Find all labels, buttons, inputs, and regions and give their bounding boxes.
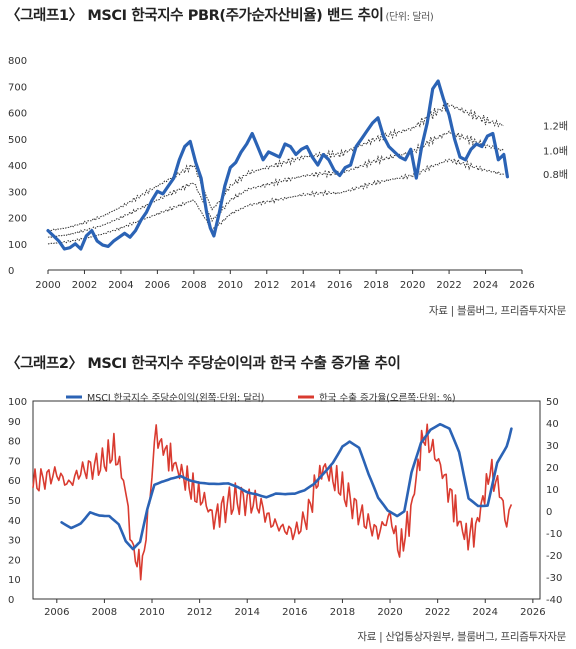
x-tick-label: 2024	[473, 607, 498, 618]
x-tick-label: 2022	[425, 607, 450, 618]
x-tick-label: 2008	[92, 607, 117, 618]
y-left-tick-label: 50	[8, 496, 21, 507]
export-growth-line	[32, 423, 513, 581]
y-right-tick-label: -30	[546, 573, 562, 584]
chart1-source: 자료 | 블룸버그, 프리즘투자자문	[428, 305, 566, 317]
y-right-tick-label: 50	[546, 397, 559, 408]
x-tick-label: 2018	[363, 280, 388, 291]
x-tick-label: 2004	[108, 280, 133, 291]
y-left-tick-label: 20	[8, 555, 21, 566]
x-tick-label: 2018	[330, 607, 355, 618]
y-right-tick-label: -10	[546, 529, 562, 540]
y-tick-label: 400	[8, 161, 27, 172]
y-right-tick-label: -20	[546, 551, 562, 562]
chart1-title: 〈그래프1〉 MSCI 한국지수 PBR(주가순자산비율) 밴드 추이 (단위: …	[6, 8, 434, 24]
y-left-tick-label: 10	[8, 575, 21, 586]
y-left-tick-label: 30	[8, 536, 21, 547]
pbr-band-chart: 0 100 200 300 400 500 600 700 800 2000 2002 2004 200…	[8, 56, 568, 291]
x-tick-label: 2014	[234, 607, 259, 618]
plot-frame	[32, 400, 541, 600]
y-right-tick-label: 0	[546, 507, 552, 518]
y-left-tick-label: 80	[8, 437, 21, 448]
chart1-unit: (단위: 달러)	[385, 12, 434, 23]
y-right-tick-label: 10	[546, 485, 559, 496]
x-tick-label: 2016	[327, 280, 352, 291]
x-tick-label: 2008	[181, 280, 206, 291]
y-right-tick-label: 40	[546, 419, 559, 430]
y-tick-label: 0	[8, 266, 14, 277]
y-tick-label: 200	[8, 214, 27, 225]
x-tick-label: 2012	[254, 280, 279, 291]
x-tick-label: 2026	[520, 607, 545, 618]
x-tick-label: 2026	[509, 280, 534, 291]
y-left-tick-label: 90	[8, 417, 21, 428]
band-label: 0.8배	[543, 169, 568, 181]
x-tick-label: 2002	[72, 280, 97, 291]
y-right-tick-label: 30	[546, 441, 559, 452]
y-right-tick-label: 20	[546, 463, 559, 474]
y-left-tick-label: 0	[8, 595, 14, 606]
y-tick-label: 700	[8, 82, 27, 93]
y-tick-label: 800	[8, 56, 27, 67]
x-tick-label: 2010	[139, 607, 164, 618]
x-tick-label: 2024	[473, 280, 498, 291]
x-tick-label: 2016	[282, 607, 307, 618]
band-line	[47, 101, 504, 232]
band-line	[47, 130, 505, 238]
x-tick-label: 2022	[436, 280, 461, 291]
band-line	[47, 157, 504, 245]
band-label: 1.0배	[543, 146, 568, 158]
index-line	[46, 79, 509, 251]
y-tick-label: 100	[8, 240, 27, 251]
legend-label: 한국 수출 증가율(오른쪽·단위: %)	[319, 392, 456, 404]
chart2-title: 〈그래프2〉 MSCI 한국지수 주당순이익과 한국 수출 증가율 추이	[6, 356, 401, 372]
x-tick-label: 2020	[400, 280, 425, 291]
y-tick-label: 300	[8, 187, 27, 198]
x-tick-label: 2020	[377, 607, 402, 618]
x-tick-label: 2006	[44, 607, 69, 618]
x-tick-label: 2012	[187, 607, 212, 618]
x-tick-label: 2006	[145, 280, 170, 291]
y-tick-label: 500	[8, 135, 27, 146]
x-tick-label: 2010	[218, 280, 243, 291]
eps-line	[60, 422, 513, 551]
x-tick-label: 2014	[291, 280, 316, 291]
x-tick-label: 2000	[35, 280, 60, 291]
legend-label: MSCI 한국지수 주당순이익(왼쪽·단위: 달러)	[87, 392, 264, 404]
y-left-tick-label: 40	[8, 516, 21, 527]
y-tick-label: 600	[8, 109, 27, 120]
y-right-tick-label: -40	[546, 595, 562, 606]
y-left-tick-label: 60	[8, 476, 21, 487]
y-left-tick-label: 100	[8, 397, 27, 408]
y-left-tick-label: 70	[8, 456, 21, 467]
chart2-source: 자료 | 산업통상자원부, 블룸버그, 프리즘투자자문	[357, 631, 566, 643]
band-label: 1.2배	[543, 121, 568, 133]
